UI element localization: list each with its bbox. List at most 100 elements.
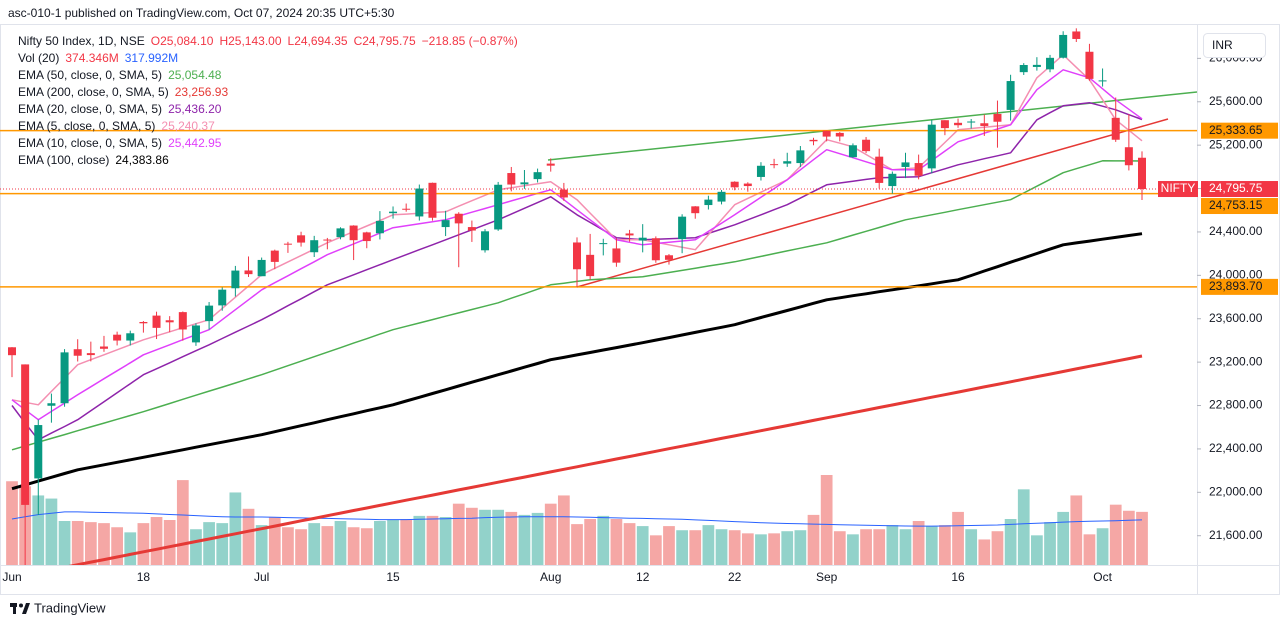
- volume-bar: [1057, 511, 1070, 565]
- volume-bar: [282, 527, 294, 565]
- legend: Nifty 50 Index, 1D, NSE O25,084.10 H25,143…: [18, 34, 518, 167]
- candle-body: [375, 220, 384, 234]
- volume-bar: [150, 517, 163, 565]
- x-tick-label: 16: [951, 570, 965, 584]
- legend-row: Nifty 50 Index, 1D, NSE O25,084.10 H25,143…: [18, 34, 518, 48]
- volume-bar: [978, 539, 991, 565]
- indicator-name: Vol (20): [18, 51, 59, 65]
- logo-part: [19, 603, 23, 608]
- candle-body: [1059, 34, 1068, 58]
- volume-bar: [1017, 489, 1030, 565]
- volume-bar: [439, 517, 452, 565]
- y-tick-label: 22,400.00: [1209, 441, 1263, 455]
- candle-body: [60, 352, 69, 404]
- currency-button[interactable]: [1203, 33, 1266, 58]
- y-tick-label: 22,000.00: [1209, 484, 1263, 498]
- candle-body: [546, 163, 555, 166]
- volume-bar: [636, 526, 649, 565]
- candle-body: [783, 161, 792, 164]
- indicator-value: 25,442.95: [168, 136, 222, 150]
- volume-bar: [912, 520, 925, 565]
- candle-body: [533, 172, 542, 180]
- volume-bar: [925, 526, 938, 565]
- volume-bar: [268, 517, 281, 565]
- logo-part: [13, 603, 16, 614]
- candle-body: [1019, 64, 1028, 73]
- volume-bar: [807, 514, 820, 565]
- ema-line: [11, 54, 1143, 406]
- volume-bar: [6, 481, 18, 565]
- header: asc-010-1 published on TradingView.com, …: [8, 6, 395, 20]
- volume-bar: [860, 529, 872, 565]
- x-tick-label: Aug: [540, 570, 561, 584]
- candle-body: [152, 315, 161, 328]
- candle-body: [1124, 147, 1133, 166]
- candle-body: [809, 139, 818, 142]
- candle-body: [507, 173, 516, 185]
- volume-bar: [584, 519, 597, 565]
- candle-body: [428, 182, 437, 218]
- indicator-value: 374.346M: [65, 51, 118, 65]
- candle-body: [875, 156, 884, 183]
- candle-body: [99, 346, 108, 349]
- candle-body: [980, 123, 989, 126]
- volume-bar: [965, 529, 978, 565]
- currency-label[interactable]: INR: [1212, 38, 1233, 52]
- volume-bar: [216, 523, 229, 565]
- candle-body: [467, 227, 476, 231]
- volume-bar: [1004, 519, 1017, 565]
- volume-bar: [479, 509, 491, 565]
- candle-body: [573, 242, 581, 270]
- volume-bar: [58, 520, 71, 565]
- legend-row: Vol (20) 374.346M 317.992M: [18, 51, 178, 65]
- candle-body: [86, 353, 95, 356]
- volume-bar: [833, 531, 846, 565]
- volume-bar: [715, 529, 728, 565]
- volume-bar: [1044, 522, 1056, 565]
- volume-bar: [702, 525, 715, 565]
- indicator-name: EMA (20, close, 0, SMA, 5): [18, 102, 162, 116]
- y-tick-label: 25,600.00: [1209, 94, 1263, 108]
- quote-value: H25,143.00: [219, 34, 281, 48]
- candle-body: [1032, 64, 1041, 67]
- candle-body: [1085, 51, 1094, 79]
- indicator-name: EMA (50, close, 0, SMA, 5): [18, 68, 162, 82]
- candle-body: [1138, 157, 1146, 190]
- volume-bar: [820, 475, 833, 565]
- volume-bar: [452, 503, 465, 565]
- candle-body: [822, 130, 831, 137]
- volume-bar: [32, 495, 45, 565]
- candle-body: [730, 181, 739, 188]
- candle-body: [796, 150, 805, 164]
- volume-bar: [98, 523, 110, 565]
- candle-body: [848, 145, 857, 158]
- volume-bar: [557, 495, 570, 565]
- level-box: [1201, 122, 1278, 139]
- volume-bar: [124, 532, 137, 565]
- volume-bar: [400, 519, 413, 565]
- volume-bar: [991, 531, 1004, 565]
- volume-bar: [334, 520, 347, 565]
- candle-body: [73, 349, 82, 356]
- level-box: [1201, 278, 1278, 295]
- candle-pane: [8, 28, 1146, 565]
- legend-row: EMA (50, close, 0, SMA, 5) 25,054.48: [18, 68, 222, 82]
- volume-bar: [163, 520, 176, 565]
- x-tick-label: 22: [728, 570, 742, 584]
- candle-body: [678, 216, 687, 240]
- volume-bar: [610, 519, 623, 565]
- legend-row: EMA (20, close, 0, SMA, 5) 25,436.20: [18, 102, 222, 116]
- candle-body: [323, 239, 332, 241]
- candle-body: [625, 233, 634, 236]
- candle-body: [927, 124, 936, 169]
- volume-bar: [544, 503, 557, 565]
- volume-bar: [531, 512, 544, 565]
- level-label: 25,333.65: [1209, 123, 1263, 137]
- volume-bar: [1096, 528, 1109, 565]
- candle-body: [1072, 31, 1081, 39]
- volume-bar: [137, 523, 150, 565]
- candle-body: [651, 238, 660, 261]
- volume-bar: [242, 508, 255, 565]
- volume-bar: [768, 533, 780, 565]
- indicator-value: 23,256.93: [175, 85, 229, 99]
